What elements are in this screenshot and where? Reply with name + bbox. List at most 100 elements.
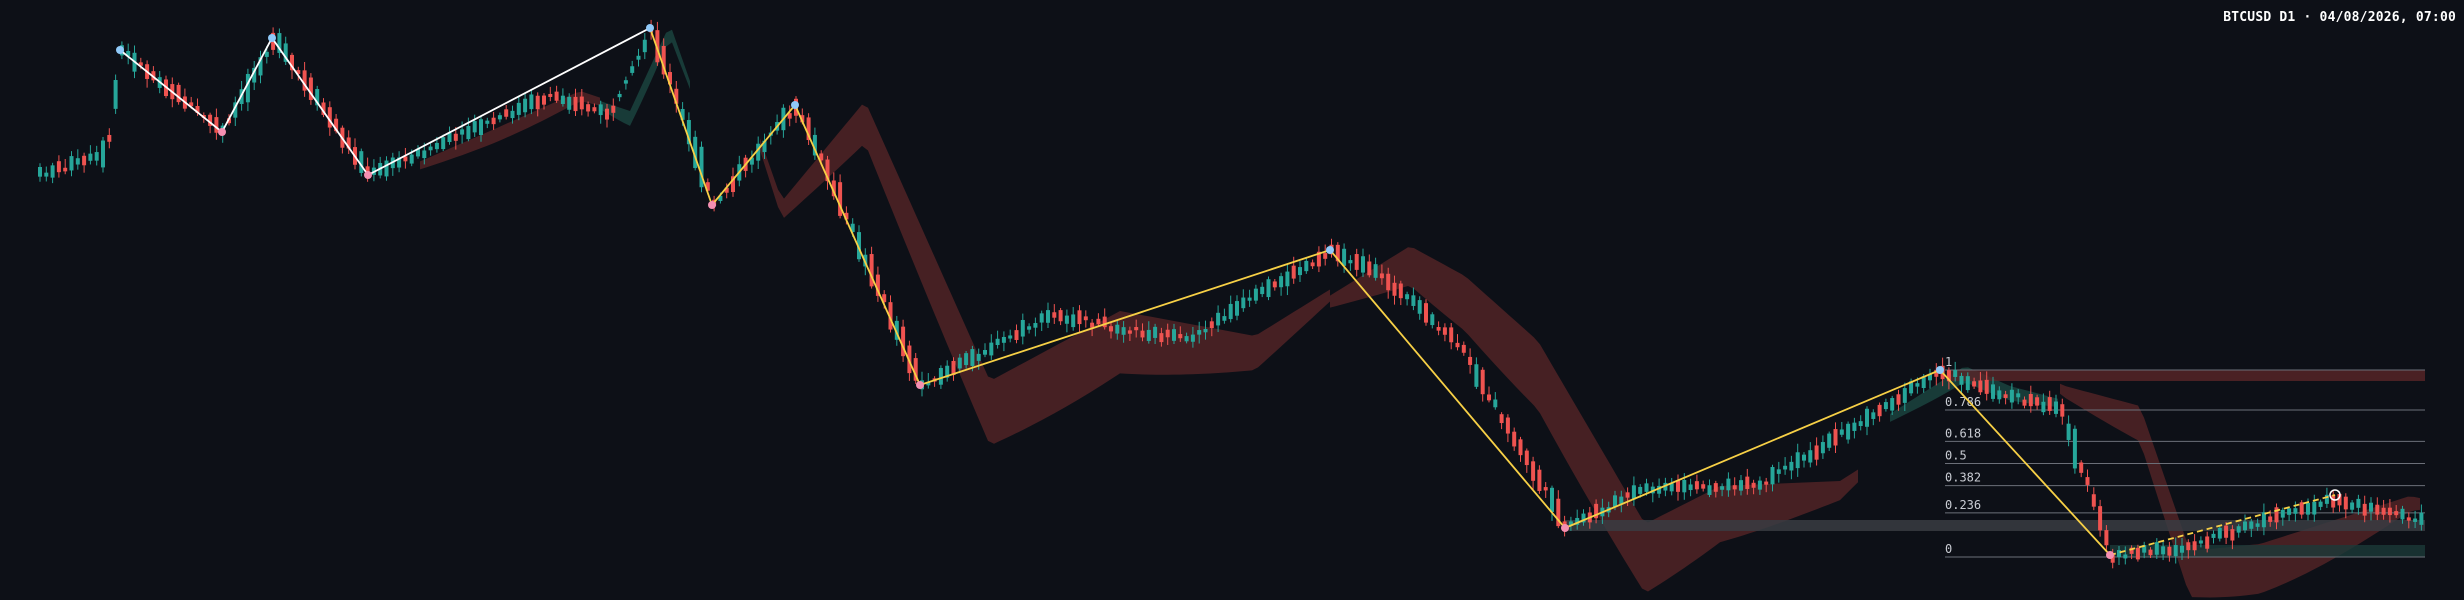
candle-body <box>1033 323 1038 328</box>
candle-body <box>1978 380 1983 393</box>
candle-body <box>1959 375 1964 385</box>
candle-body <box>296 70 301 74</box>
candle-body <box>428 146 433 151</box>
candle-body <box>113 80 118 109</box>
candle-body <box>245 73 250 103</box>
candle-body <box>1915 383 1920 387</box>
candle-body <box>504 109 509 117</box>
candle-body <box>1745 476 1750 489</box>
candle-body <box>2047 397 2052 411</box>
candle-body <box>1512 431 1517 447</box>
candle-body <box>1833 429 1838 446</box>
candle-body <box>2016 393 2021 398</box>
candle-body <box>1184 336 1189 342</box>
candle-body <box>2255 523 2260 527</box>
candle-body <box>2117 550 2121 558</box>
pivot-high-marker <box>646 24 654 32</box>
candle-body <box>1480 369 1485 395</box>
candle-body <box>1676 480 1680 492</box>
candle-body <box>1373 264 1378 278</box>
candle-body <box>2167 546 2172 556</box>
candle-body <box>2028 394 2033 407</box>
candle-body <box>579 96 584 110</box>
candle-body <box>1946 370 1951 382</box>
candle-body <box>1279 276 1284 288</box>
candle-body <box>1638 486 1643 494</box>
candle-body <box>2274 507 2279 523</box>
pivot-high-marker <box>791 101 799 109</box>
candle-body <box>2350 502 2355 510</box>
candle-body <box>2369 502 2373 512</box>
candle-body <box>705 182 710 191</box>
candle-body <box>812 134 817 156</box>
candle-body <box>63 167 68 172</box>
candle-body <box>315 89 320 106</box>
candle-body <box>882 294 887 303</box>
candle-body <box>1197 330 1202 335</box>
candle-body <box>1531 461 1536 481</box>
candle-body <box>630 66 635 73</box>
candle-body <box>623 80 628 84</box>
candle-body <box>888 302 893 330</box>
candle-body <box>1165 329 1170 338</box>
candle-body <box>1764 481 1769 485</box>
candle-body <box>718 195 723 202</box>
candle-body <box>976 353 981 361</box>
candle-body <box>1524 450 1529 466</box>
candle-body <box>1253 288 1258 301</box>
candle-body <box>1027 326 1032 330</box>
candle-body <box>1071 314 1076 328</box>
candle-body <box>2400 508 2405 520</box>
candle-body <box>1316 251 1321 267</box>
candle-body <box>359 151 364 173</box>
candle-body <box>2041 401 2046 413</box>
candle-body <box>1877 404 1882 417</box>
candle-body <box>2009 389 2014 403</box>
candle-body <box>2306 502 2310 515</box>
pivot-high-marker <box>268 34 276 42</box>
candle-body <box>1852 422 1857 431</box>
candle-body <box>2079 462 2084 473</box>
candle-body <box>384 160 389 177</box>
candle-body <box>346 137 351 149</box>
pivot-high-marker <box>1326 246 1334 254</box>
candle-body <box>1619 496 1624 505</box>
candle-body <box>598 104 603 116</box>
ribbon-bear-1 <box>420 91 600 170</box>
candle-body <box>1568 521 1573 526</box>
candle-body <box>1102 316 1107 328</box>
chart-title: BTCUSD D1 · 04/08/2026, 07:00 <box>2223 10 2456 25</box>
candle-body <box>1222 316 1227 321</box>
candle-body <box>472 121 477 133</box>
fib-label-0: 0 <box>1945 542 1952 556</box>
candle-body <box>2161 546 2166 555</box>
candle-body <box>661 45 666 75</box>
candle-body <box>850 223 855 233</box>
candle-body <box>2173 545 2178 557</box>
pivot-low-marker <box>1561 524 1569 532</box>
candle-body <box>857 232 861 260</box>
candle-body <box>2072 428 2077 469</box>
candle-body <box>2293 508 2298 514</box>
candle-body <box>699 146 704 188</box>
candle-body <box>1493 399 1498 408</box>
candle-body <box>869 254 874 287</box>
candle-body <box>1732 485 1737 490</box>
candle-body <box>838 182 843 216</box>
candle-body <box>655 30 660 63</box>
candle-body <box>1039 313 1044 323</box>
candle-body <box>1392 282 1397 296</box>
candle-body <box>290 54 294 71</box>
candle-body <box>1657 485 1662 494</box>
candle-body <box>1871 412 1876 419</box>
candle-body <box>1505 417 1510 434</box>
candle-body <box>2054 401 2058 414</box>
candle-body <box>945 365 950 378</box>
candle-body <box>1928 373 1932 381</box>
candle-body <box>416 148 420 157</box>
candle-body <box>2343 496 2348 510</box>
candle-body <box>447 132 452 143</box>
candle-body <box>1411 295 1416 306</box>
candle-body <box>554 91 559 101</box>
